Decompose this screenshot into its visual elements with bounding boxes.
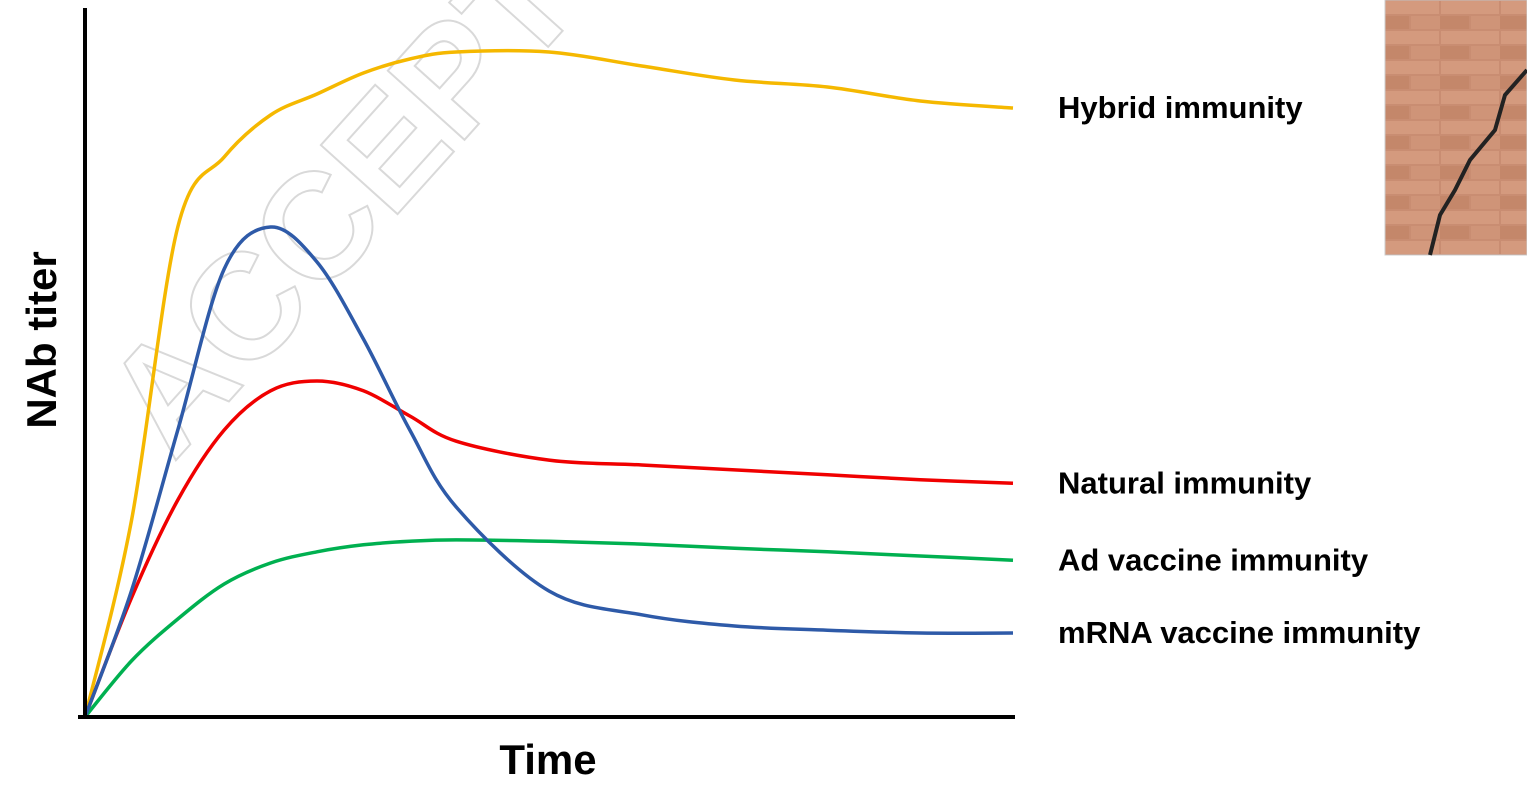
legend-label: Ad vaccine immunity: [1058, 542, 1369, 577]
x-axis-label: Time: [499, 736, 596, 783]
legend-label: mRNA vaccine immunity: [1058, 615, 1421, 650]
photo: [1384, 0, 1527, 256]
legend-label: Hybrid immunity: [1058, 90, 1303, 125]
line: [83, 379, 1014, 718]
line: [83, 225, 1014, 718]
line: [83, 538, 1014, 719]
y-axis-label: NAb titer: [18, 251, 65, 428]
line: [83, 48, 1014, 718]
legend-label: Natural immunity: [1058, 465, 1312, 500]
